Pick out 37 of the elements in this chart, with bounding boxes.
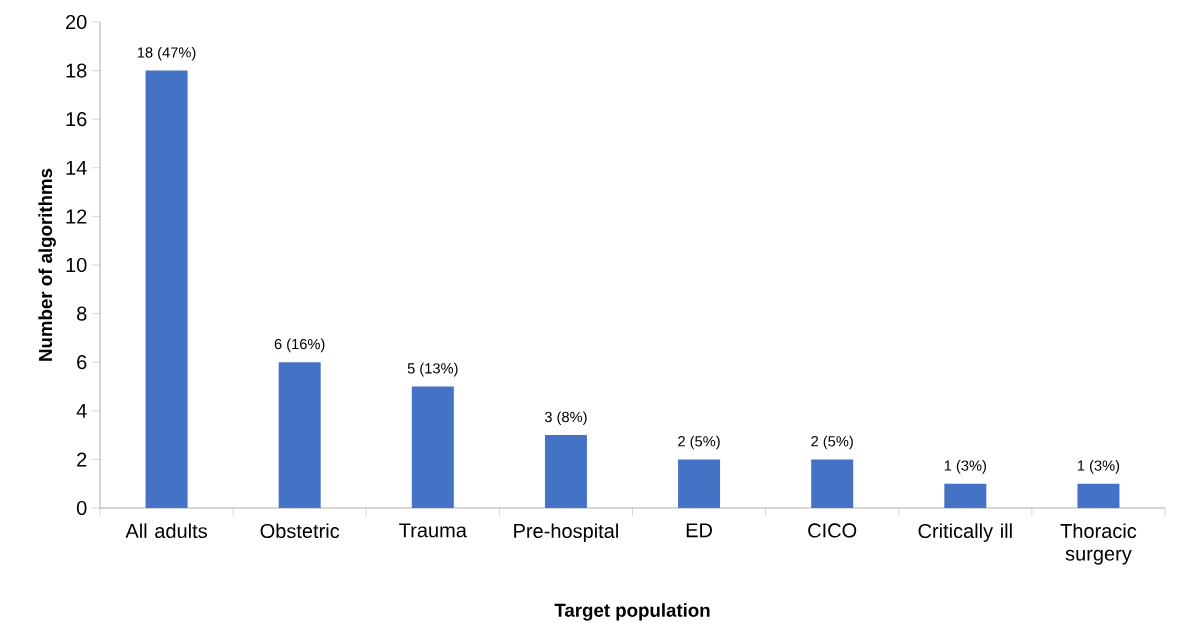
y-tick-label: 12 (66, 209, 87, 224)
y-tick-label: 8 (77, 306, 87, 321)
bar (544, 435, 587, 508)
bar (944, 483, 987, 508)
data-label: 3 (8%) (544, 411, 587, 426)
data-label: 6 (16%) (274, 338, 325, 353)
x-tick-label: CICO (808, 523, 857, 538)
y-tick-label: 16 (66, 112, 87, 127)
y-tick-label: 20 (66, 14, 87, 30)
y-tick-label: 2 (77, 452, 87, 467)
y-tick-label: 14 (66, 160, 87, 175)
data-label: 1 (3%) (944, 460, 986, 474)
x-tick-label: Thoracic surgery (1060, 523, 1137, 565)
bar (678, 459, 721, 508)
y-tick-label: 10 (66, 257, 87, 273)
x-tick-label: Obstetric (260, 523, 340, 539)
bar (411, 386, 454, 508)
bar (145, 70, 188, 508)
x-tick-label: Pre-hospital (514, 523, 618, 543)
bar (811, 459, 854, 508)
data-label: 2 (5%) (678, 435, 720, 450)
data-label: 1 (3%) (1077, 460, 1120, 474)
x-tick-label: Trauma (399, 523, 467, 538)
y-tick-label: 6 (77, 355, 87, 370)
x-axis-title: Target population (554, 603, 710, 621)
y-tick-label: 4 (76, 403, 87, 418)
y-tick-label: 0 (76, 500, 87, 516)
bar (1077, 483, 1120, 508)
x-tick-label: ED (686, 523, 712, 538)
x-tick-label: Critically ill (918, 523, 1012, 543)
x-tick-label: All adults (125, 523, 207, 539)
data-label: 5 (13%) (407, 362, 458, 377)
data-label: 18 (47%) (137, 46, 196, 61)
data-label: 2 (5%) (811, 435, 853, 450)
y-axis-title: Number of algorithms (38, 168, 56, 361)
y-tick-label: 18 (66, 63, 87, 78)
bar (278, 362, 321, 508)
